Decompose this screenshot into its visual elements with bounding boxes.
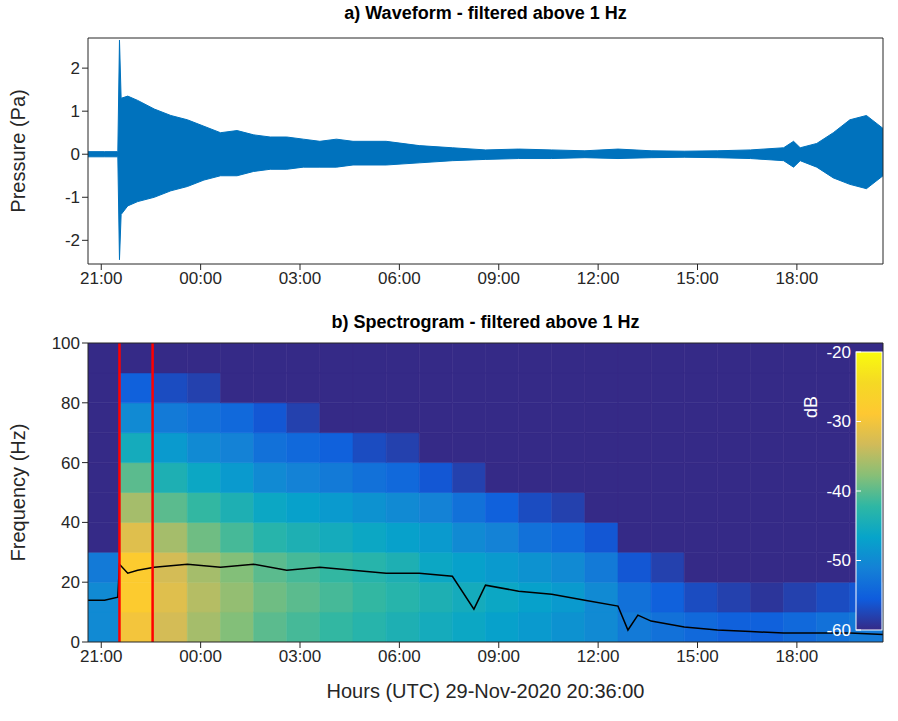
svg-text:09:00: 09:00 (477, 269, 520, 288)
svg-text:Pressure (Pa): Pressure (Pa) (7, 89, 29, 212)
svg-text:03:00: 03:00 (279, 647, 322, 666)
svg-text:-30: -30 (826, 412, 851, 431)
svg-text:40: 40 (61, 513, 80, 532)
svg-text:00:00: 00:00 (179, 647, 222, 666)
svg-text:-20: -20 (826, 343, 851, 362)
svg-text:-60: -60 (826, 621, 851, 640)
svg-text:00:00: 00:00 (179, 269, 222, 288)
svg-text:Frequency (Hz): Frequency (Hz) (7, 424, 29, 562)
svg-text:06:00: 06:00 (378, 269, 421, 288)
svg-text:20: 20 (61, 573, 80, 592)
svg-text:21:00: 21:00 (80, 269, 123, 288)
svg-text:Hours (UTC) 29-Nov-2020 20:36:: Hours (UTC) 29-Nov-2020 20:36:00 (327, 680, 645, 702)
svg-text:0: 0 (71, 145, 80, 164)
svg-text:60: 60 (61, 454, 80, 473)
svg-text:15:00: 15:00 (676, 647, 719, 666)
svg-text:21:00: 21:00 (80, 647, 123, 666)
svg-text:-2: -2 (65, 231, 80, 250)
svg-text:-1: -1 (65, 188, 80, 207)
svg-text:-40: -40 (826, 482, 851, 501)
svg-text:15:00: 15:00 (676, 269, 719, 288)
svg-text:dB: dB (801, 396, 821, 418)
html-text:a) Waveform - filtered above 1: a) Waveform - filtered above 1 Hz (344, 3, 627, 23)
svg-text:18:00: 18:00 (776, 269, 819, 288)
html-text:b) Spectrogram - filtered abov: b) Spectrogram - filtered above 1 Hz (331, 312, 640, 332)
svg-text:1: 1 (71, 102, 80, 121)
svg-text:2: 2 (71, 59, 80, 78)
svg-text:80: 80 (61, 394, 80, 413)
svg-text:09:00: 09:00 (477, 647, 520, 666)
svg-text:18:00: 18:00 (776, 647, 819, 666)
svg-text:12:00: 12:00 (577, 647, 620, 666)
svg-text:0: 0 (71, 633, 80, 652)
svg-text:12:00: 12:00 (577, 269, 620, 288)
svg-text:-50: -50 (826, 551, 851, 570)
svg-text:06:00: 06:00 (378, 647, 421, 666)
svg-text:100: 100 (52, 334, 80, 353)
svg-text:03:00: 03:00 (279, 269, 322, 288)
